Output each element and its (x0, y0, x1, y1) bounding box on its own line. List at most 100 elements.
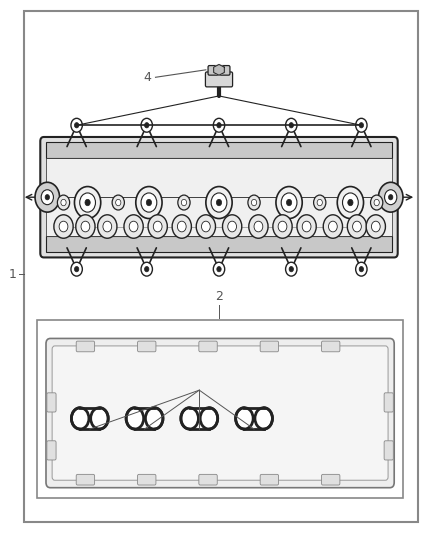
Circle shape (74, 187, 101, 219)
Circle shape (112, 195, 124, 210)
Bar (135, 410, 154, 426)
Circle shape (236, 408, 253, 429)
Circle shape (317, 199, 322, 206)
Circle shape (213, 262, 225, 276)
Text: 4: 4 (143, 71, 151, 84)
Circle shape (289, 266, 293, 272)
Circle shape (276, 187, 302, 219)
Circle shape (153, 221, 162, 232)
Circle shape (74, 266, 79, 272)
Circle shape (91, 408, 108, 429)
Circle shape (59, 221, 68, 232)
Circle shape (348, 199, 353, 206)
Circle shape (251, 199, 257, 206)
Circle shape (359, 266, 364, 272)
Text: 3: 3 (195, 392, 203, 405)
Circle shape (201, 221, 210, 232)
Circle shape (314, 195, 326, 210)
Circle shape (71, 118, 82, 132)
FancyBboxPatch shape (76, 474, 95, 485)
Circle shape (98, 215, 117, 238)
FancyBboxPatch shape (321, 474, 340, 485)
Text: 1: 1 (9, 268, 17, 281)
Circle shape (177, 221, 186, 232)
Circle shape (76, 215, 95, 238)
Circle shape (172, 215, 191, 238)
Circle shape (255, 408, 272, 429)
Circle shape (248, 195, 260, 210)
Circle shape (196, 215, 215, 238)
Circle shape (141, 262, 152, 276)
Circle shape (273, 215, 292, 238)
Circle shape (126, 408, 144, 429)
Circle shape (181, 199, 187, 206)
Text: 2: 2 (215, 290, 223, 303)
Circle shape (61, 199, 66, 206)
Circle shape (54, 215, 73, 238)
Circle shape (371, 195, 383, 210)
Circle shape (211, 193, 227, 212)
Circle shape (141, 193, 157, 212)
Circle shape (80, 193, 95, 212)
Circle shape (366, 215, 385, 238)
Circle shape (129, 221, 138, 232)
FancyBboxPatch shape (384, 393, 393, 412)
Circle shape (374, 199, 379, 206)
Circle shape (71, 408, 89, 429)
Circle shape (200, 408, 218, 429)
Circle shape (217, 266, 221, 272)
Circle shape (371, 221, 380, 232)
Circle shape (206, 187, 232, 219)
Circle shape (343, 193, 358, 212)
Circle shape (145, 408, 163, 429)
FancyBboxPatch shape (47, 441, 56, 460)
Circle shape (356, 262, 367, 276)
FancyBboxPatch shape (46, 338, 394, 488)
FancyBboxPatch shape (52, 346, 388, 480)
Circle shape (347, 215, 367, 238)
Circle shape (228, 221, 237, 232)
Bar (244, 410, 264, 426)
Circle shape (378, 182, 403, 212)
Circle shape (81, 221, 90, 232)
Circle shape (116, 199, 121, 206)
Bar (80, 410, 99, 426)
Circle shape (278, 221, 287, 232)
Bar (46, 236, 392, 252)
Circle shape (356, 118, 367, 132)
Circle shape (35, 182, 60, 212)
Circle shape (136, 187, 162, 219)
Circle shape (145, 123, 149, 128)
Circle shape (213, 118, 225, 132)
FancyBboxPatch shape (76, 341, 95, 352)
FancyBboxPatch shape (199, 341, 217, 352)
Circle shape (71, 262, 82, 276)
Circle shape (281, 193, 297, 212)
Circle shape (217, 123, 221, 128)
FancyBboxPatch shape (138, 341, 156, 352)
FancyBboxPatch shape (47, 393, 56, 412)
Circle shape (385, 190, 397, 205)
Circle shape (148, 215, 167, 238)
Circle shape (289, 123, 293, 128)
Circle shape (85, 199, 90, 206)
Polygon shape (214, 64, 224, 75)
Circle shape (389, 195, 393, 200)
Circle shape (286, 199, 292, 206)
Circle shape (297, 215, 316, 238)
Circle shape (216, 199, 222, 206)
Bar (190, 410, 209, 426)
Circle shape (178, 195, 190, 210)
Circle shape (124, 215, 143, 238)
FancyBboxPatch shape (384, 441, 393, 460)
Circle shape (359, 123, 364, 128)
Circle shape (254, 221, 263, 232)
Circle shape (286, 118, 297, 132)
Circle shape (41, 190, 53, 205)
FancyBboxPatch shape (199, 474, 217, 485)
Circle shape (302, 221, 311, 232)
Bar (37, 320, 403, 498)
FancyBboxPatch shape (208, 66, 230, 75)
FancyBboxPatch shape (260, 341, 279, 352)
Circle shape (337, 187, 364, 219)
